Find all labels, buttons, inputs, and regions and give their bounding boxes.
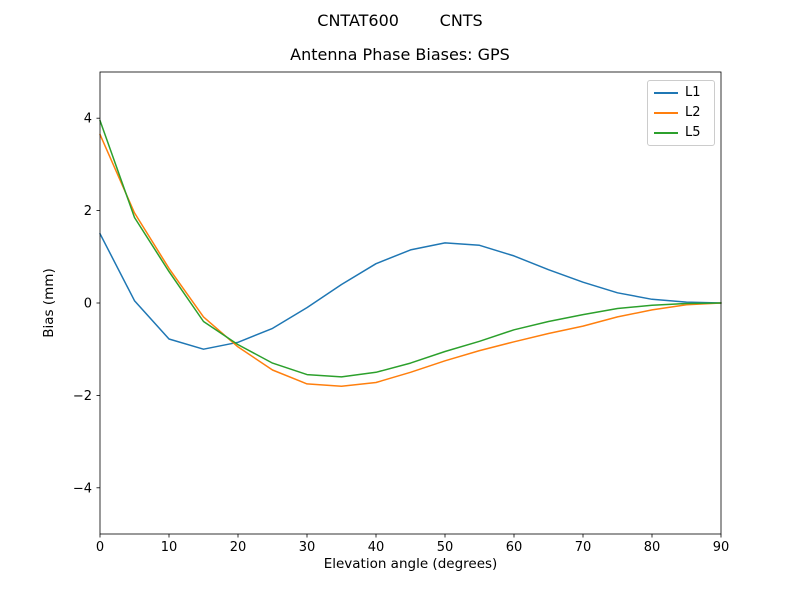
legend-swatch-l1-line-icon [654, 92, 678, 94]
x-tick-label: 90 [713, 540, 730, 555]
legend-label-l2: L2 [685, 105, 701, 120]
x-tick-label: 30 [299, 540, 316, 555]
x-tick-label: 80 [644, 540, 661, 555]
x-tick-label: 60 [506, 540, 523, 555]
legend-item-l5: L5 [654, 126, 706, 140]
x-tick-label: 20 [230, 540, 247, 555]
y-tick-label: 2 [84, 204, 92, 219]
y-tick-label: 4 [84, 112, 92, 127]
series-line-L1 [99, 232, 722, 350]
x-tick-label: 50 [437, 540, 454, 555]
legend-label-l5: L5 [685, 125, 701, 140]
y-tick-label: 0 [84, 297, 92, 312]
x-axis-label: Elevation angle (degrees) [323, 556, 498, 572]
x-tick-label: 0 [96, 540, 104, 555]
y-tick-label: −4 [73, 481, 92, 496]
legend: L1 L2 L5 [647, 80, 715, 146]
series-line-L2 [99, 133, 722, 387]
legend-label-l1: L1 [685, 85, 701, 100]
figure-suptitle: CNTAT600 CNTS [317, 11, 483, 30]
legend-swatch-l5-line-icon [654, 132, 678, 134]
legend-swatch-l2-line-icon [654, 112, 678, 114]
x-tick-label: 40 [368, 540, 385, 555]
legend-item-l1: L1 [654, 86, 706, 100]
y-axis-label: Bias (mm) [41, 268, 57, 338]
y-tick-label: −2 [73, 389, 92, 404]
legend-item-l2: L2 [654, 106, 706, 120]
x-tick-label: 10 [161, 540, 178, 555]
axes-title: Antenna Phase Biases: GPS [290, 45, 510, 64]
x-tick-label: 70 [575, 540, 592, 555]
series-line-L5 [99, 119, 722, 378]
axes-frame [99, 71, 722, 535]
